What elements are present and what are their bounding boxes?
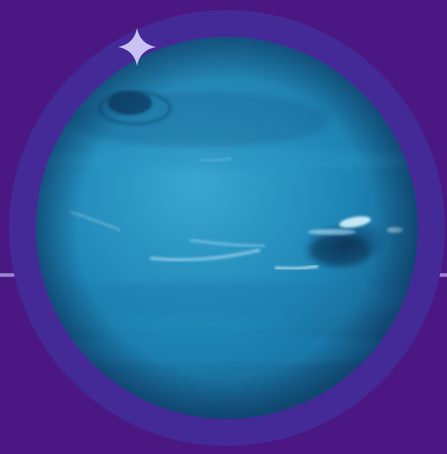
sparkle-icon <box>118 28 156 66</box>
planet-icon <box>36 37 418 419</box>
